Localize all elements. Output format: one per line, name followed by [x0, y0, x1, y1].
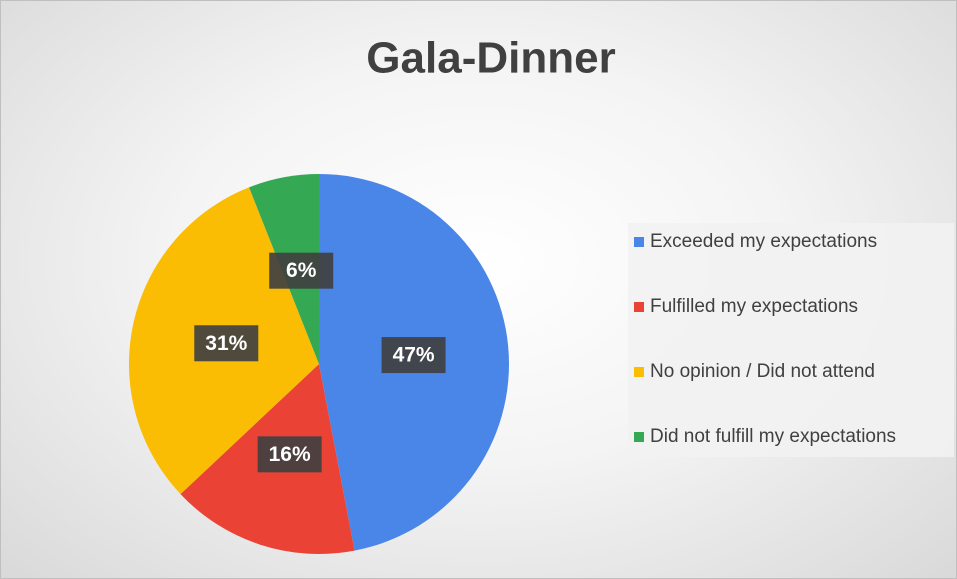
legend-label: Fulfilled my expectations — [650, 296, 859, 317]
data-label: 31% — [205, 332, 247, 355]
chart-title: Gala-Dinner — [366, 34, 615, 83]
legend-swatch — [634, 302, 644, 312]
data-label: 47% — [393, 344, 435, 367]
label-box — [257, 436, 322, 473]
data-label: 6% — [286, 259, 317, 282]
label-box — [269, 252, 334, 289]
legend-swatch — [634, 367, 644, 377]
legend: Exceeded my expectations Fulfilled my exp… — [628, 223, 954, 457]
legend-swatch — [634, 432, 644, 442]
legend-label: Exceeded my expectations — [650, 231, 878, 252]
legend-item: No opinion / Did not attend — [634, 359, 954, 384]
legend-label: No opinion / Did not attend — [650, 361, 875, 382]
legend-item: Fulfilled my expectations — [634, 294, 954, 319]
label-box — [381, 337, 446, 374]
data-label: 16% — [269, 443, 311, 466]
legend-item: Did not fulfill my expectations — [634, 424, 954, 449]
legend-swatch — [634, 237, 644, 247]
label-box — [194, 325, 259, 362]
legend-label: Did not fulfill my expectations — [650, 426, 897, 447]
legend-item: Exceeded my expectations — [634, 229, 954, 254]
